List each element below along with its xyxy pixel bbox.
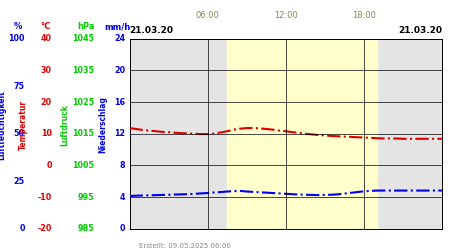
Text: Luftfeuchtigkeit: Luftfeuchtigkeit (0, 90, 6, 160)
Text: 12: 12 (114, 129, 125, 138)
Text: Temperatur: Temperatur (19, 100, 28, 150)
Bar (227, 39, 377, 229)
Text: 20: 20 (114, 66, 125, 75)
Text: -10: -10 (37, 192, 52, 202)
Text: 20: 20 (40, 98, 52, 106)
Text: %: % (14, 22, 22, 31)
Text: 995: 995 (78, 192, 94, 202)
Text: 1025: 1025 (72, 98, 94, 106)
Text: Niederschlag: Niederschlag (98, 96, 107, 154)
Text: 8: 8 (120, 161, 125, 170)
Text: 21.03.20: 21.03.20 (398, 26, 442, 35)
Text: 75: 75 (14, 82, 25, 91)
Text: 06:00: 06:00 (196, 11, 220, 20)
Text: hPa: hPa (77, 22, 94, 31)
Text: 24: 24 (114, 34, 125, 43)
Text: 40: 40 (41, 34, 52, 43)
Text: 985: 985 (78, 224, 94, 233)
Text: 100: 100 (8, 34, 25, 43)
Text: 10: 10 (41, 129, 52, 138)
Text: Erstellt: 09.05.2025 06:00: Erstellt: 09.05.2025 06:00 (139, 243, 230, 249)
Text: 0: 0 (19, 224, 25, 233)
Text: 21.03.20: 21.03.20 (130, 26, 174, 35)
Text: mm/h: mm/h (104, 22, 130, 31)
Text: 50: 50 (14, 129, 25, 138)
Text: 16: 16 (114, 98, 125, 106)
Text: Luftdruck: Luftdruck (61, 104, 70, 146)
Text: 30: 30 (41, 66, 52, 75)
Text: 1045: 1045 (72, 34, 94, 43)
Text: 0: 0 (120, 224, 125, 233)
Text: 1005: 1005 (72, 161, 94, 170)
Text: -20: -20 (37, 224, 52, 233)
Text: °C: °C (40, 22, 50, 31)
Text: 18:00: 18:00 (352, 11, 376, 20)
Text: 0: 0 (46, 161, 52, 170)
Text: 4: 4 (120, 192, 125, 202)
Text: 1015: 1015 (72, 129, 94, 138)
Text: 1035: 1035 (72, 66, 94, 75)
Text: 25: 25 (14, 177, 25, 186)
Text: 12:00: 12:00 (274, 11, 297, 20)
